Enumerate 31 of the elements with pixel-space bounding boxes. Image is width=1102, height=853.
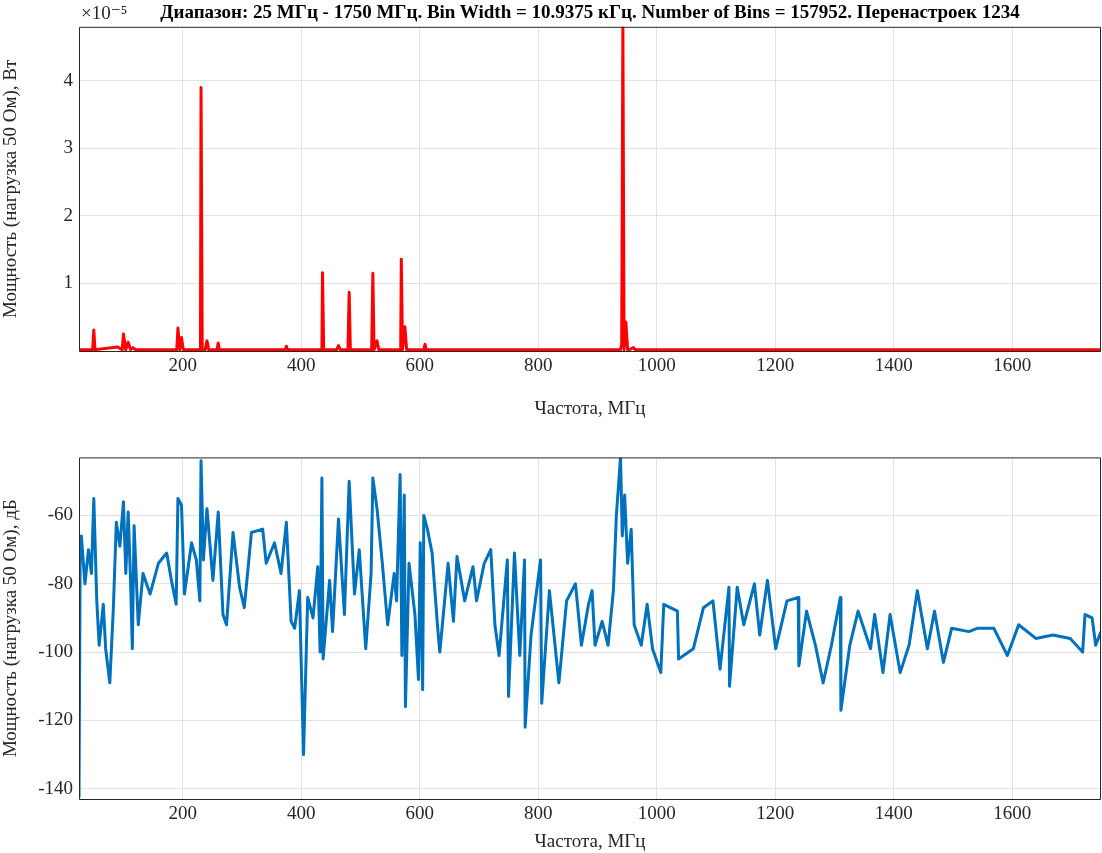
text: ×10⁻⁵ [81,2,128,24]
x-tick-label: 800 [523,802,553,824]
x-tick-label: 1200 [756,354,795,376]
x-tick-label: 600 [405,802,434,824]
x-tick-label: 1000 [637,354,676,376]
y-tick-label: -60 [47,503,73,525]
y-tick-label: 1 [63,271,73,293]
y-axis-title: Мощность (нагрузка 50 Ом), дБ [0,499,22,758]
x-tick-label: 200 [168,354,197,376]
x-tick-label: 1600 [993,354,1032,376]
x-axis-title: Частота, МГц [534,396,646,418]
x-tick-label: 1600 [993,802,1032,824]
y-tick-label: 4 [63,68,74,90]
y-axis-title: Мощность (нагрузка 50 Ом), Вт [0,59,22,319]
y-tick-label: -140 [38,776,73,798]
y-tick-label: -80 [47,571,73,593]
x-tick-label: 1400 [874,802,913,824]
y-tick-label: 2 [63,203,73,225]
x-axis-title: Частота, МГц [534,829,646,851]
y-tick-label: 3 [63,136,73,158]
x-tick-label: 600 [405,354,434,376]
y-tick-label: -120 [38,708,73,730]
x-tick-label: 200 [168,802,197,824]
x-tick-label: 800 [523,354,553,376]
y-tick-label: -100 [38,640,73,662]
chart-title: Диапазон: 25 МГц - 1750 МГц. Bin Width = 10.9375 кГц. Number of Bins = 157952. Перенастроек 1234 [160,1,1021,23]
x-tick-label: 1400 [874,354,913,376]
x-tick-label: 1200 [756,802,795,824]
x-tick-label: 400 [286,802,316,824]
x-tick-label: 400 [286,354,316,376]
x-tick-label: 1000 [637,802,676,824]
